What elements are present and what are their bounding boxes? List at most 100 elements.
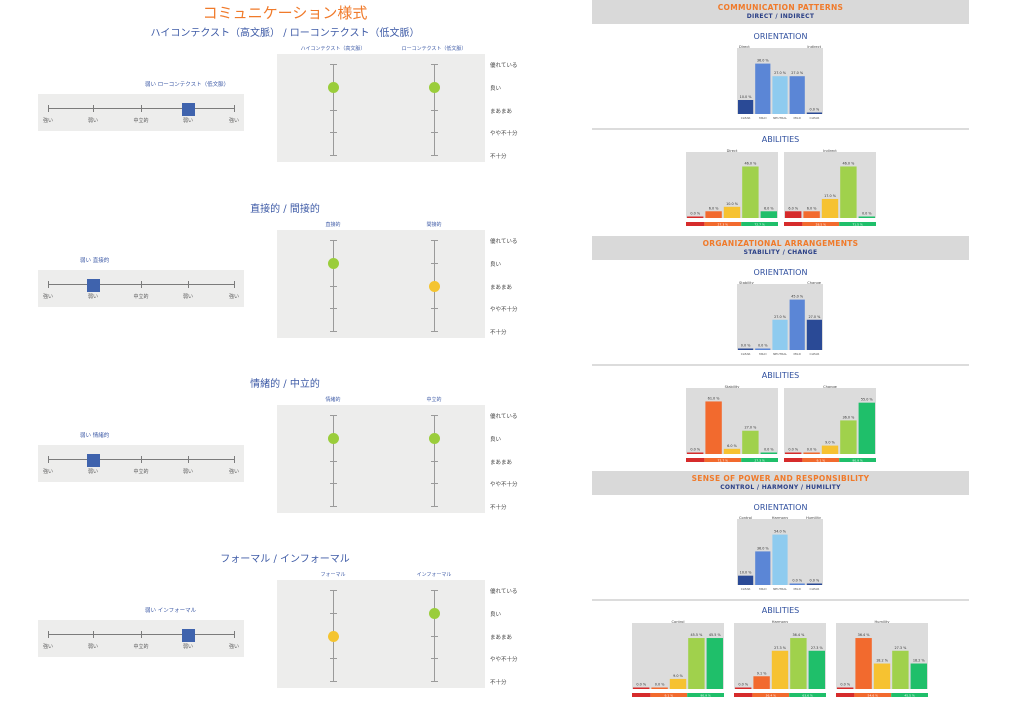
summary-bar [789,693,826,697]
slider-knob [87,454,100,467]
bar-value-label: 0.0 % [738,683,748,687]
pole-label: Harmony [772,620,789,624]
bar-value-label: 0.0 % [788,448,798,452]
rating-dot [328,630,339,642]
preference-slider: 強い 弱い 中立的 弱い 強い [38,270,244,307]
summary-bar [686,458,705,462]
summary-bar [734,693,753,697]
slider-tick [141,631,142,638]
bar [789,299,805,350]
bar-value-label: 0.0 % [810,579,820,583]
category-label: MILD [759,352,767,356]
bar-value-label: 0.0 % [690,212,700,216]
rating-tick [431,331,438,332]
orientation-heading: ORIENTATION [753,503,808,512]
bar [806,583,822,585]
rating-tick [431,506,438,507]
rating-scale-label: 優れている [490,63,518,69]
bar [705,211,722,218]
rating-scale-label: やや不十分 [490,657,518,664]
slider-tick-label: 中立的 [133,118,149,124]
bar [688,638,705,689]
bar [705,401,722,454]
rating-tick [330,506,337,507]
bar-value-label: 27.0 % [774,71,787,75]
bar-value-label: 17.0 % [824,194,837,198]
bar-value-label: 6.0 % [807,206,817,210]
rating-scale-label: 優れている [490,414,518,420]
slider-tick-label: 弱い [182,294,193,300]
bar [760,452,777,454]
rating-tick [431,132,438,134]
category-label: MILD [759,587,767,591]
summary-label: 28.5 % [816,222,827,226]
bar [821,198,839,218]
bar-chart: 0.0 % 61.0 % 6.0 % 27.0 % 0.0 % 72.7 % 27.3 % [686,388,778,462]
summary-bar [802,458,840,462]
slider-caption: 弱い ローコンテクスト（低文脈） [145,82,230,88]
slider-tick [234,631,235,638]
bar [840,166,857,218]
slider-tick-label: 強い [228,118,239,124]
rating-tick [431,460,438,462]
bar [821,445,839,454]
slider-caption: 弱い インフォーマル [145,608,197,614]
banner-title: SENSE OF POWER AND RESPONSIBILITY [691,474,870,483]
slider-knob [87,279,100,292]
summary-bar [704,458,742,462]
summary-bar [802,222,840,226]
summary-label: 27.3 % [754,458,765,462]
bar [669,678,687,689]
slider-tick-label: 強い [42,294,53,300]
bar [790,638,807,689]
slider-tick [234,281,235,288]
summary-label: 63.6 % [802,693,813,697]
bar [803,211,820,218]
rating-tick [330,415,337,416]
rating-column-label: ローコンテクスト（低文脈） [401,46,467,52]
bar [738,348,754,350]
bar [789,76,805,114]
summary-label: 72.7 % [754,222,765,226]
bar [706,638,723,689]
chart-background [686,388,778,454]
category-label: MILD [793,116,801,120]
bar [808,650,825,689]
orientation-heading: ORIENTATION [753,32,808,41]
section-title: フォーマル / インフォーマル [220,554,350,565]
rating-tick [330,331,337,332]
slider-tick [141,105,142,112]
slider-tick-label: 強い [228,644,239,650]
rating-scale-label: 優れている [490,239,518,245]
bar [837,687,854,689]
slider-tick [93,631,94,638]
pole-labels: Control [672,620,685,624]
rating-tick [330,308,337,310]
rating-scale-label: 優れている [490,589,518,595]
summary-label: 71.5 % [852,222,863,226]
bar-value-label: 55.0 % [861,398,874,402]
section-divider [592,364,969,366]
summary-bar [854,693,892,697]
category-label: CLEAR [741,587,751,591]
bar [687,216,704,218]
slider-tick [48,456,49,463]
bar-value-label: 6.0 % [788,206,798,210]
category-label: CLEAR [809,352,819,356]
bar-chart: 6.0 % 6.0 % 17.0 % 46.0 % 0.0 % 28.5 % 71.5 % [784,152,876,226]
summary-bar [839,222,876,226]
summary-bar [632,693,651,697]
bar-value-label: 0.0 % [690,448,700,452]
slider-tick [188,281,189,288]
slider-tick-label: 強い [42,469,53,475]
section-banner: SENSE OF POWER AND RESPONSIBILITY CONTROL… [592,471,969,495]
bar [742,166,759,218]
pole-label: Control [739,516,752,520]
banner-subtitle: STABILITY / CHANGE [743,249,818,256]
bar-value-label: 27.0 % [744,426,757,430]
summary-bar [741,458,778,462]
pole-label: Change [807,281,822,285]
bar-value-label: 54.0 % [774,530,787,534]
rating-tick [330,460,337,462]
rating-scale-label: やや不十分 [490,307,518,314]
